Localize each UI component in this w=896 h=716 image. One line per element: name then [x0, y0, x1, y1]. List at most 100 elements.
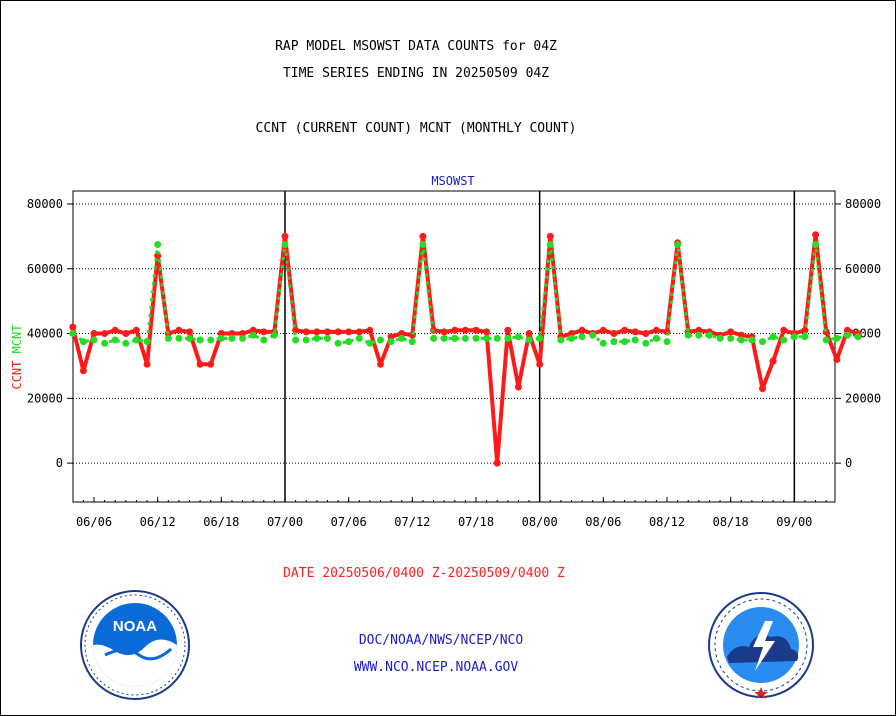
data-point-mcnt	[674, 241, 682, 248]
data-point-ccnt	[132, 326, 140, 334]
y-tick-label-left: 40000	[27, 327, 63, 341]
data-point-mcnt	[536, 334, 544, 342]
data-point-ccnt	[440, 328, 448, 336]
data-point-mcnt	[302, 336, 310, 344]
data-point-mcnt	[196, 336, 204, 344]
data-point-mcnt	[854, 333, 862, 341]
data-point-mcnt	[833, 334, 841, 342]
data-point-ccnt	[207, 360, 215, 368]
data-point-ccnt	[599, 326, 607, 334]
data-point-mcnt	[493, 334, 501, 342]
data-point-mcnt	[111, 336, 119, 344]
y-axis-label: CCNT MCNT	[10, 324, 24, 389]
data-point-ccnt	[111, 326, 119, 334]
y-tick-label-right: 40000	[845, 327, 881, 341]
data-point-ccnt	[260, 328, 268, 336]
data-point-ccnt	[621, 326, 629, 334]
y-tick-label-left: 20000	[27, 391, 63, 405]
y-tick-label-right: 0	[845, 456, 852, 470]
data-point-mcnt	[610, 338, 618, 346]
x-tick-label: 08/18	[713, 515, 749, 529]
nws-logo	[708, 592, 814, 699]
data-point-ccnt	[727, 328, 735, 336]
date-range-label: DATE 20250506/0400 Z-20250509/0400 Z	[283, 566, 565, 581]
data-point-ccnt	[419, 232, 427, 240]
data-point-mcnt	[727, 334, 735, 342]
data-point-ccnt	[323, 328, 331, 336]
data-point-mcnt	[79, 338, 87, 346]
data-point-ccnt	[652, 326, 660, 334]
data-point-mcnt	[281, 241, 289, 248]
data-point-ccnt	[514, 383, 522, 391]
data-point-mcnt	[207, 336, 215, 344]
data-point-ccnt	[228, 330, 236, 337]
data-point-ccnt	[642, 330, 650, 337]
data-point-mcnt	[546, 241, 554, 248]
data-point-ccnt	[780, 326, 788, 334]
data-point-mcnt	[122, 339, 130, 347]
x-tick-label: 09/00	[776, 515, 812, 529]
data-point-mcnt	[345, 338, 353, 346]
data-point-mcnt	[154, 241, 162, 248]
data-point-ccnt	[525, 330, 533, 337]
data-point-mcnt	[270, 331, 278, 339]
data-point-mcnt	[642, 339, 650, 347]
data-point-ccnt	[143, 360, 151, 368]
data-point-mcnt	[790, 333, 798, 341]
data-point-mcnt	[483, 334, 491, 342]
data-point-ccnt	[504, 326, 512, 334]
data-point-mcnt	[398, 334, 406, 342]
plot-area	[72, 190, 836, 503]
y-axis-label-ccnt: CCNT	[10, 353, 24, 389]
data-point-mcnt	[780, 336, 788, 344]
data-point-mcnt	[186, 334, 193, 342]
data-point-ccnt	[101, 330, 109, 337]
chart-title-line-3: CCNT (CURRENT COUNT) MCNT (MONTHLY COUNT…	[255, 121, 577, 136]
data-point-mcnt	[408, 338, 416, 346]
data-point-mcnt	[716, 334, 724, 342]
data-point-mcnt	[249, 331, 257, 339]
data-point-mcnt	[366, 339, 374, 347]
chart-title-line-2: TIME SERIES ENDING IN 20250509 04Z	[282, 66, 550, 81]
data-point-mcnt	[323, 334, 331, 342]
website-link[interactable]: WWW.NCO.NCEP.NOAA.GOV	[353, 660, 519, 675]
data-point-mcnt	[440, 334, 448, 342]
data-point-mcnt	[663, 338, 671, 346]
data-point-ccnt	[387, 333, 395, 341]
data-point-mcnt	[599, 339, 607, 347]
data-point-mcnt	[461, 334, 469, 342]
data-point-ccnt	[175, 326, 183, 334]
data-point-ccnt	[239, 330, 247, 337]
data-point-ccnt	[122, 330, 130, 337]
data-point-mcnt	[557, 336, 565, 344]
data-point-mcnt	[748, 336, 756, 344]
x-tick-label: 08/12	[649, 515, 685, 529]
data-point-mcnt	[377, 336, 384, 344]
data-point-mcnt	[769, 333, 777, 341]
data-point-ccnt	[366, 326, 374, 334]
y-tick-label-left: 60000	[27, 262, 63, 276]
data-point-mcnt	[175, 334, 183, 342]
data-point-ccnt	[186, 328, 193, 336]
data-point-ccnt	[483, 328, 491, 336]
data-point-mcnt	[812, 241, 820, 248]
data-point-ccnt	[196, 360, 204, 368]
data-point-mcnt	[504, 334, 512, 342]
data-point-ccnt	[546, 232, 554, 240]
data-point-mcnt	[737, 336, 745, 344]
data-point-ccnt	[578, 326, 586, 334]
x-tick-label: 07/06	[331, 515, 367, 529]
data-point-mcnt	[101, 339, 109, 347]
data-point-mcnt	[822, 336, 830, 344]
y-tick-label-left: 80000	[27, 197, 63, 211]
data-point-ccnt	[737, 331, 745, 339]
data-point-mcnt	[239, 334, 247, 342]
data-point-mcnt	[430, 334, 438, 342]
data-point-ccnt	[281, 232, 289, 240]
data-point-mcnt	[451, 334, 459, 342]
data-point-ccnt	[90, 330, 98, 337]
data-point-mcnt	[260, 336, 268, 344]
data-point-ccnt	[302, 328, 310, 336]
